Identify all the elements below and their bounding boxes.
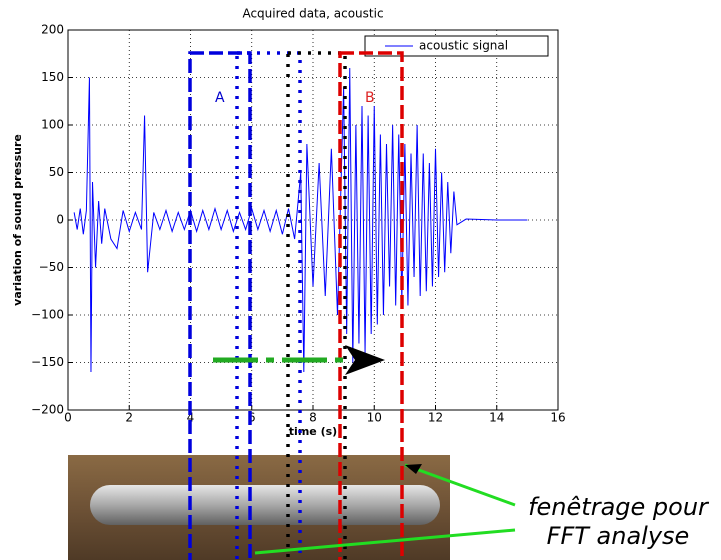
- plot-area: 0 2 4 6 8 10 12 14 16−200−150−100−50050100150200…: [31, 23, 566, 425]
- x-tick-label: 4: [187, 411, 195, 425]
- y-tick-label: 50: [49, 165, 64, 179]
- x-tick-label: 0: [64, 411, 72, 425]
- y-axis-label: variation of sound pressure: [11, 134, 24, 306]
- x-tick-label: 12: [428, 411, 443, 425]
- legend-label: acoustic signal: [419, 39, 508, 53]
- x-tick-label: 16: [550, 411, 565, 425]
- window-label: A: [215, 90, 225, 106]
- arrow-head: [345, 345, 385, 375]
- pointer-head: [405, 464, 422, 474]
- pointer-line: [254, 528, 516, 555]
- window-b: [338, 51, 404, 560]
- note: FFT analyse: [547, 522, 690, 550]
- y-tick-label: 100: [41, 118, 64, 132]
- y-tick-label: 0: [56, 213, 64, 227]
- signal-line: [73, 67, 528, 373]
- note: fenêtrage pour: [528, 493, 710, 521]
- y-tick-label: −200: [31, 403, 64, 417]
- weld-bead: [90, 485, 440, 525]
- x-axis-label: time (s): [289, 425, 337, 438]
- x-tick-label: 8: [309, 411, 317, 425]
- window-a: [188, 51, 252, 560]
- x-tick-label: 10: [367, 411, 382, 425]
- windows: [188, 51, 404, 560]
- x-tick-label: 14: [489, 411, 504, 425]
- chart-title: Acquired data, acoustic: [242, 7, 383, 21]
- y-tick-label: −50: [39, 260, 64, 274]
- y-tick-label: −150: [31, 355, 64, 369]
- x-tick-label: 2: [125, 411, 133, 425]
- pointer-line: [404, 463, 516, 507]
- window-label: B: [365, 90, 375, 106]
- y-tick-label: −100: [31, 308, 64, 322]
- legend-box: [364, 35, 549, 57]
- y-tick-label: 200: [41, 23, 64, 37]
- y-tick-label: 150: [41, 70, 64, 84]
- window-a2: [235, 51, 302, 560]
